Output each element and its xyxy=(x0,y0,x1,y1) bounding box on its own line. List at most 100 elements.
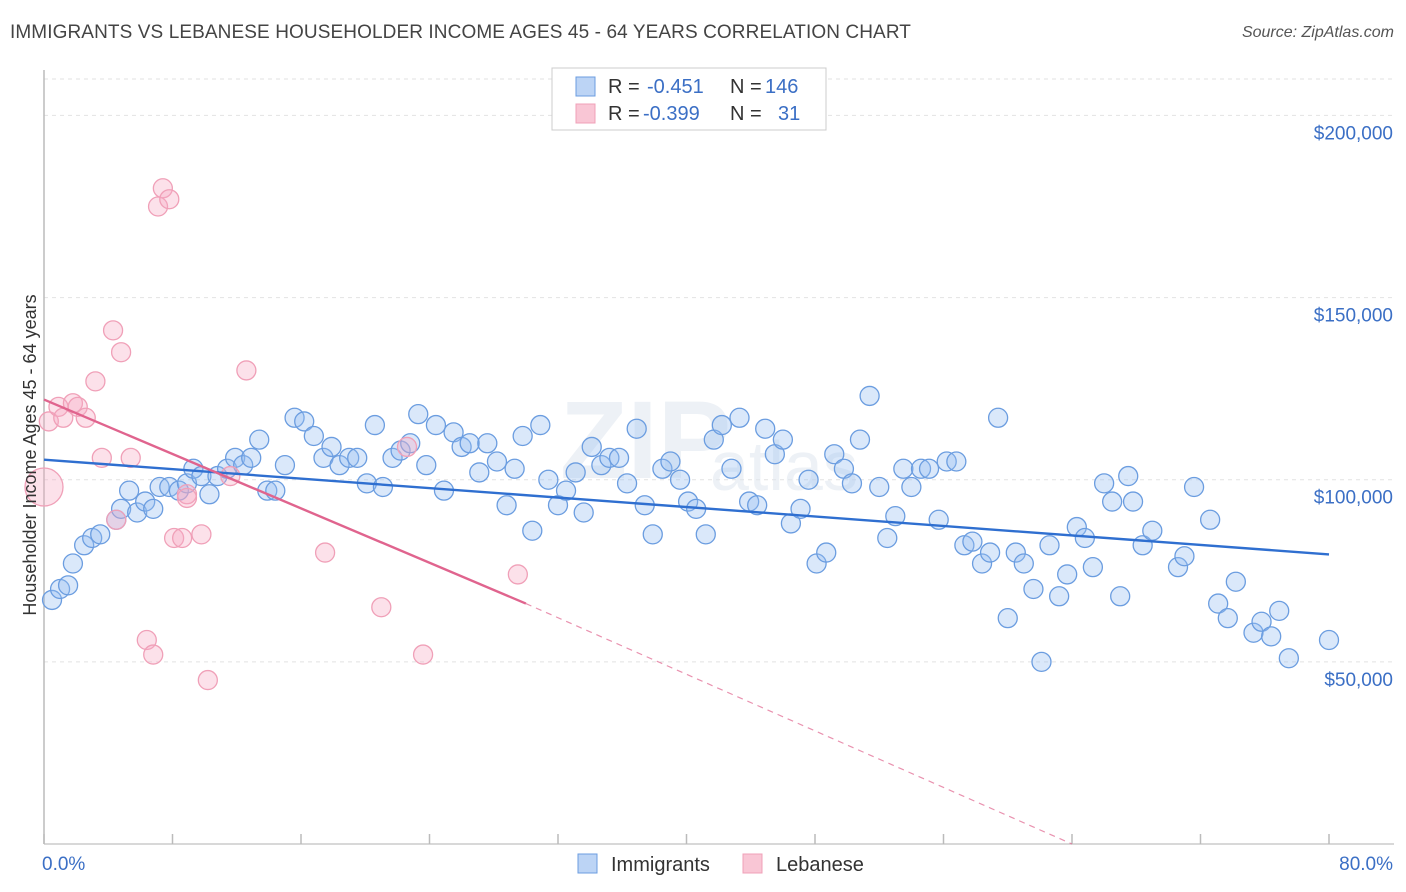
lebanese-point-9 xyxy=(106,509,127,530)
immigrants-point-52 xyxy=(486,451,508,472)
immigrants-point-107 xyxy=(962,531,983,552)
immigrants-point-30 xyxy=(294,411,315,432)
lebanese-point-14 xyxy=(143,644,164,665)
immigrants-point-83 xyxy=(755,418,776,439)
immigrants-point-10 xyxy=(127,502,148,523)
immigrants-point-58 xyxy=(538,469,559,490)
immigrants-points xyxy=(41,385,1340,673)
immigrants-point-130 xyxy=(1174,546,1195,567)
immigrants-point-25 xyxy=(249,429,270,450)
immigrants-point-43 xyxy=(408,403,429,425)
immigrants-point-12 xyxy=(143,498,164,520)
immigrants-point-71 xyxy=(652,458,673,479)
legend-swatch-immigrants xyxy=(575,76,596,97)
immigrants-point-51 xyxy=(477,433,498,454)
immigrants-point-6 xyxy=(90,524,111,545)
immigrants-point-123 xyxy=(1102,491,1123,512)
immigrants-point-117 xyxy=(1049,586,1070,607)
immigrants-point-87 xyxy=(790,498,811,520)
legend-n-label-2: N = xyxy=(730,103,762,125)
immigrants-point-90 xyxy=(816,542,837,563)
lebanese-point-26 xyxy=(371,597,392,618)
immigrants-point-99 xyxy=(893,458,914,479)
immigrants-point-122 xyxy=(1093,473,1115,494)
lebanese-point-22 xyxy=(197,669,218,691)
immigrants-point-100 xyxy=(901,476,922,498)
series-legend: Immigrants Lebanese xyxy=(577,853,864,876)
immigrants-point-8 xyxy=(110,498,132,520)
immigrants-point-128 xyxy=(1142,520,1163,541)
immigrants-point-109 xyxy=(979,542,1001,563)
x-tick-label-min: 0.0% xyxy=(42,854,85,875)
immigrants-point-105 xyxy=(946,451,967,472)
immigrants-point-53 xyxy=(496,495,517,516)
immigrants-point-97 xyxy=(877,527,898,549)
immigrants-point-102 xyxy=(918,458,940,479)
legend-n-label-1: N = xyxy=(730,76,762,98)
immigrants-point-113 xyxy=(1013,553,1034,574)
immigrants-point-135 xyxy=(1225,571,1246,592)
x-ticks xyxy=(43,834,1330,844)
y-axis-label: Householder Income Ages 45 - 64 years xyxy=(20,294,40,615)
immigrants-point-108 xyxy=(971,553,993,574)
immigrants-point-31 xyxy=(303,425,325,447)
immigrants-point-124 xyxy=(1110,586,1131,607)
immigrants-point-62 xyxy=(573,502,594,523)
immigrants-point-96 xyxy=(869,476,890,498)
lebanese-points xyxy=(24,178,528,691)
y-tick-label-1: $100,000 xyxy=(1314,488,1393,509)
x-tick-label-max: 80.0% xyxy=(1339,854,1393,875)
immigrants-point-60 xyxy=(555,480,577,501)
series-legend-lebanese: Lebanese xyxy=(776,854,864,876)
immigrants-point-118 xyxy=(1057,564,1078,585)
immigrants-point-78 xyxy=(711,414,732,436)
legend-r-label-2: R = xyxy=(608,103,640,125)
immigrants-point-110 xyxy=(987,407,1009,428)
immigrants-point-28 xyxy=(274,454,296,476)
immigrants-point-45 xyxy=(425,414,447,436)
immigrants-point-61 xyxy=(565,462,586,483)
legend-r-label-1: R = xyxy=(608,76,640,98)
legend-n-value-2: 31 xyxy=(778,103,800,125)
watermark: ZIP atlas xyxy=(560,379,858,505)
immigrants-point-141 xyxy=(1318,629,1340,651)
immigrants-point-139 xyxy=(1269,600,1290,622)
legend-box xyxy=(551,67,827,131)
immigrants-point-115 xyxy=(1031,651,1052,673)
lebanese-point-30 xyxy=(176,487,198,509)
immigrants-point-131 xyxy=(1183,476,1205,498)
lebanese-point-12 xyxy=(120,447,141,469)
immigrants-point-126 xyxy=(1122,491,1144,512)
immigrants-point-36 xyxy=(347,447,368,469)
immigrants-point-76 xyxy=(695,524,716,545)
chart-title: IMMIGRANTS VS LEBANESE HOUSEHOLDER INCOM… xyxy=(10,22,912,43)
immigrants-point-88 xyxy=(798,469,819,490)
immigrants-point-73 xyxy=(669,469,691,490)
lebanese-point-27 xyxy=(396,436,418,458)
legend-r-value-2: -0.399 xyxy=(643,103,700,125)
immigrants-point-49 xyxy=(459,433,480,454)
immigrants-point-95 xyxy=(859,385,880,407)
immigrants-point-57 xyxy=(530,414,551,436)
immigrants-point-4 xyxy=(74,535,95,556)
immigrants-point-55 xyxy=(512,425,533,447)
immigrants-point-66 xyxy=(608,447,630,469)
trend-lines xyxy=(43,398,1330,845)
immigrants-point-2 xyxy=(57,575,79,596)
lebanese-point-7 xyxy=(85,371,106,392)
watermark-atlas: atlas xyxy=(710,427,858,505)
lebanese-point-19 xyxy=(171,527,193,549)
immigrants-point-33 xyxy=(321,436,342,458)
immigrants-point-129 xyxy=(1167,556,1189,578)
immigrants-point-91 xyxy=(824,444,845,465)
immigrants-point-24 xyxy=(241,447,262,469)
source-label: Source: ZipAtlas.com xyxy=(1241,24,1394,41)
immigrants-point-19 xyxy=(199,484,220,505)
correlation-legend: R = -0.451 N = 146 R = -0.399 N = 31 xyxy=(551,67,827,131)
immigrants-point-138 xyxy=(1261,626,1282,647)
immigrants-point-79 xyxy=(721,458,742,479)
legend-r-value-1: -0.451 xyxy=(647,76,704,98)
lebanese-point-21 xyxy=(191,524,212,545)
lebanese-point-0 xyxy=(24,467,64,507)
